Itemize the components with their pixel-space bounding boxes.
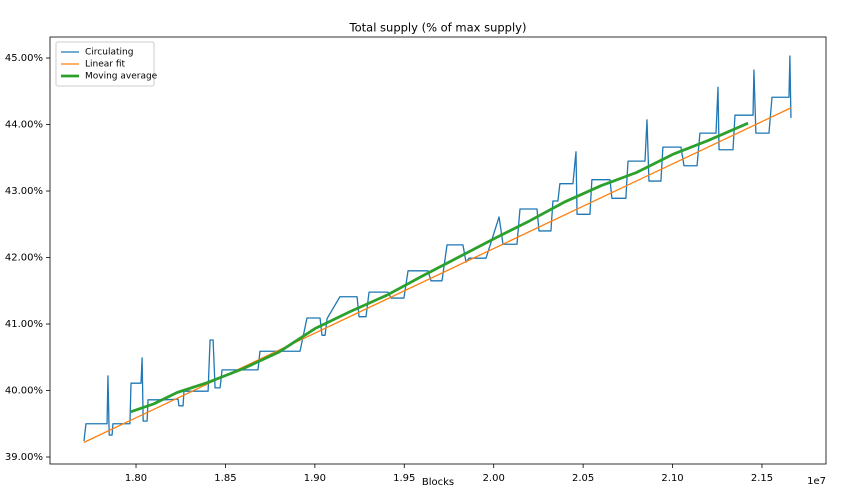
series-line [83, 55, 792, 442]
legend-box [55, 41, 155, 87]
series-line [83, 107, 792, 443]
y-tick-label: 45.00% [5, 53, 43, 64]
x-tick-label: 2.10 [661, 473, 683, 484]
legend-label: Linear fit [85, 60, 126, 70]
x-tick-label: 1.85 [214, 473, 236, 484]
legend-label: Moving average [85, 72, 158, 82]
legend: Circulating Linear fit Moving average [55, 41, 158, 87]
y-tick-label: 39.00% [5, 452, 43, 463]
plot-frame [49, 36, 827, 465]
x-tick-label: 1.90 [304, 473, 326, 484]
chart-title: Total supply (% of max supply) [349, 21, 527, 35]
x-tick-label: 2.05 [572, 473, 594, 484]
x-tick-label: 2.00 [483, 473, 505, 484]
x-offset-label: 1e7 [807, 476, 826, 487]
legend-label: Circulating [85, 48, 133, 58]
x-axis-label: Blocks [422, 477, 454, 488]
y-tick-label: 41.00% [5, 319, 43, 330]
y-tick-label: 44.00% [5, 120, 43, 131]
y-tick-label: 40.00% [5, 386, 43, 397]
y-tick-label: 42.00% [5, 253, 43, 264]
x-tick-label: 1.95 [393, 473, 415, 484]
x-tick-label: 2.15 [751, 473, 773, 484]
y-tick-label: 43.00% [5, 186, 43, 197]
x-tick-label: 1.80 [125, 473, 147, 484]
series-line [130, 121, 749, 414]
